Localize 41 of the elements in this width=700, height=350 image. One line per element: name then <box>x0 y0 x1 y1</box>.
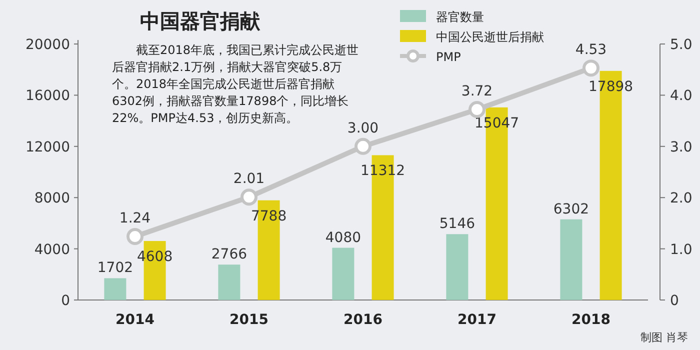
y2-tick-label: 2.0 <box>670 190 692 207</box>
bar <box>332 248 354 300</box>
data-label: 2766 <box>211 246 248 263</box>
data-label: 4.53 <box>575 42 607 58</box>
text: 制图 肖琴 <box>640 330 688 345</box>
point <box>582 60 600 77</box>
data-label: 1702 <box>97 260 134 276</box>
y2-tick-label: 1.0 <box>670 242 692 258</box>
data-label: 4080 <box>325 230 362 246</box>
point <box>354 138 372 155</box>
y-tick-label: 16000 <box>25 88 70 104</box>
bar <box>446 234 468 300</box>
point <box>126 228 144 246</box>
y-tick-label: 0 <box>61 293 70 309</box>
y-tick-label: 12000 <box>25 139 70 156</box>
y-tick-label: 20000 <box>25 37 70 53</box>
data-label: 3.72 <box>461 84 493 100</box>
y2-tick-label: 4.0 <box>670 88 692 104</box>
data-label: 6302 <box>553 201 590 218</box>
point <box>240 188 258 206</box>
chart-title: 中国器官捐献 <box>140 8 260 35</box>
data-label: 1.24 <box>119 210 151 227</box>
legend-label: PMP <box>436 50 461 64</box>
bar <box>218 264 240 300</box>
x-tick-label: 2018 <box>572 312 610 328</box>
y-tick-label: 8000 <box>34 190 70 207</box>
x-tick-label: 2017 <box>458 312 496 328</box>
x-tick-label: 2014 <box>116 312 155 328</box>
legend-label: 中国公民逝世后捐献 <box>436 30 544 44</box>
x-tick-label: 2016 <box>344 312 382 328</box>
point <box>468 101 486 118</box>
data-label: 2.01 <box>233 171 265 188</box>
bar <box>104 278 126 300</box>
y2-tick-label: 3.0 <box>670 139 692 156</box>
y2-tick-label: 0 <box>670 293 679 309</box>
x-tick-label: 2015 <box>230 312 268 328</box>
legend-label: 器官数量 <box>436 10 484 24</box>
y2-tick-label: 5.0 <box>670 37 692 53</box>
data-label: 5146 <box>439 216 476 232</box>
y-tick-label: 4000 <box>34 242 70 258</box>
bar <box>560 219 582 300</box>
